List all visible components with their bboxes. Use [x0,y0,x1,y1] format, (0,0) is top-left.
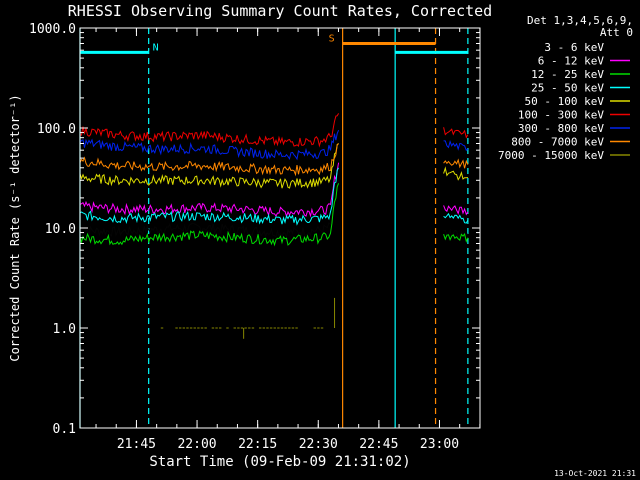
series-100-300-kev [79,113,340,148]
late-series-800-7000-kev [443,158,469,169]
series-3-6-kev [79,180,340,240]
x-tick-label: 22:30 [299,437,338,452]
legend-header-det: Det 1,3,4,5,6,9, [527,14,633,27]
late-series-12-25-kev [443,232,469,243]
state-bar-label-n: N [153,42,159,53]
series-800-7000-kev [79,143,339,177]
state-bar-label-s: S [329,33,335,44]
chart-title: RHESSI Observing Summary Count Rates, Co… [68,2,492,20]
legend-label-800-7000-kev: 800 - 7000 keV [511,136,604,149]
legend-header-att: Att 0 [600,26,633,39]
legend-label-12-25-kev: 12 - 25 keV [531,68,604,81]
y-tick-label: 1000.0 [29,22,76,37]
y-axis-label: Corrected Count Rate (s⁻¹ detector⁻¹) [8,94,22,361]
y-tick-label: 1.0 [53,322,76,337]
series-12-25-kev [79,183,340,247]
x-tick-label: 23:00 [420,437,459,452]
late-series-50-100-kev [443,166,468,181]
legend-label-100-300-kev: 100 - 300 keV [518,109,604,122]
legend-label-6-12-kev: 6 - 12 keV [538,55,605,68]
late-series-25-50-kev [443,212,469,224]
x-axis-label: Start Time (09-Feb-09 21:31:02) [149,454,410,470]
late-series-100-300-kev [443,127,469,139]
series-7000-15000-kev [160,297,336,339]
legend-label-3-6-kev: 3 - 6 keV [544,41,604,54]
footer-timestamp: 13-Oct-2021 21:31 [554,469,636,478]
legend-label-25-50-kev: 25 - 50 keV [531,82,604,95]
series-50-100-kev [79,143,339,189]
plot-data: NS [79,28,469,428]
series-300-800-kev [79,130,340,161]
legend-label-7000-15000-kev: 7000 - 15000 keV [498,149,604,162]
legend-label-300-800-kev: 300 - 800 keV [518,122,604,135]
plot-axes: 0.1 1.0 10.0 100.0 1000.0 21:45 22:00 22:15 22:3… [29,22,481,452]
y-tick-label: 0.1 [53,422,76,437]
series-25-50-kev [79,167,340,226]
y-tick-label: 100.0 [37,122,76,137]
late-series-300-800-kev [443,139,469,152]
series-6-12-kev [79,162,340,218]
x-tick-label: 22:00 [177,437,216,452]
x-tick-label: 22:45 [359,437,398,452]
plot-frame [79,27,481,429]
x-tick-label: 21:45 [117,437,156,452]
x-tick-label: 22:15 [238,437,277,452]
legend-label-50-100-kev: 50 - 100 keV [525,95,605,108]
late-series-6-12-kev [443,205,469,216]
y-tick-label: 10.0 [45,222,76,237]
